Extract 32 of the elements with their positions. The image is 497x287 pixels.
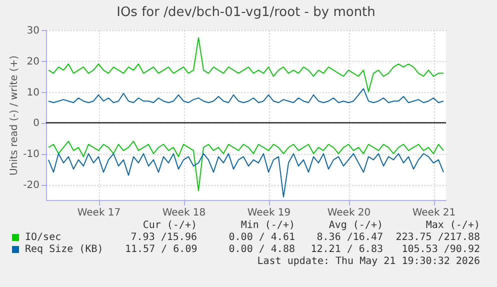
x-tick-label: Week 20 [327, 208, 371, 218]
text: Last update: Thu May 21 19:30:32 2026 [256, 256, 480, 267]
x-tick-label: Week 18 [162, 208, 206, 218]
legend-label: Req Size (KB) [25, 244, 104, 255]
text: Cur (-/+) [142, 220, 197, 231]
y-tick-label: 0 [33, 118, 40, 130]
line-series [48, 88, 444, 104]
y-tick-label: -20 [23, 180, 40, 192]
y-tick-label: 10 [26, 87, 40, 98]
y-tick-label: -10 [23, 149, 40, 160]
text: 223.75 /217.88 [394, 232, 480, 243]
line-series [48, 140, 444, 192]
text: 0.00 / 4.88 [228, 244, 295, 255]
legend-label: IO/sec [25, 232, 62, 243]
text: Min (-/+) [240, 220, 295, 231]
y-tick-label: 20 [26, 56, 40, 68]
text: Avg (-/+) [328, 220, 383, 231]
text: 8.36 /16.47 [316, 232, 383, 243]
text: 105.53 /90.92 [400, 244, 480, 255]
text: 11.57 / 6.09 [125, 244, 198, 255]
text: 12.21 / 6.83 [310, 244, 383, 255]
text: 0.00 / 4.61 [228, 232, 295, 243]
text: Max (-/+) [424, 220, 480, 231]
y-axis-title: Units read (-) / write (+) [9, 55, 20, 176]
text: 7.93 /15.96 [130, 232, 197, 243]
x-tick-label: Week 21 [412, 208, 456, 218]
y-tick-label: 30 [26, 26, 40, 36]
line-series [48, 153, 444, 198]
line-series [48, 37, 444, 92]
x-tick-label: Week 17 [77, 208, 121, 218]
chart-title: IOs for /dev/bch-01-vg1/root - by month [116, 5, 376, 20]
x-tick-label: Week 19 [247, 208, 291, 218]
